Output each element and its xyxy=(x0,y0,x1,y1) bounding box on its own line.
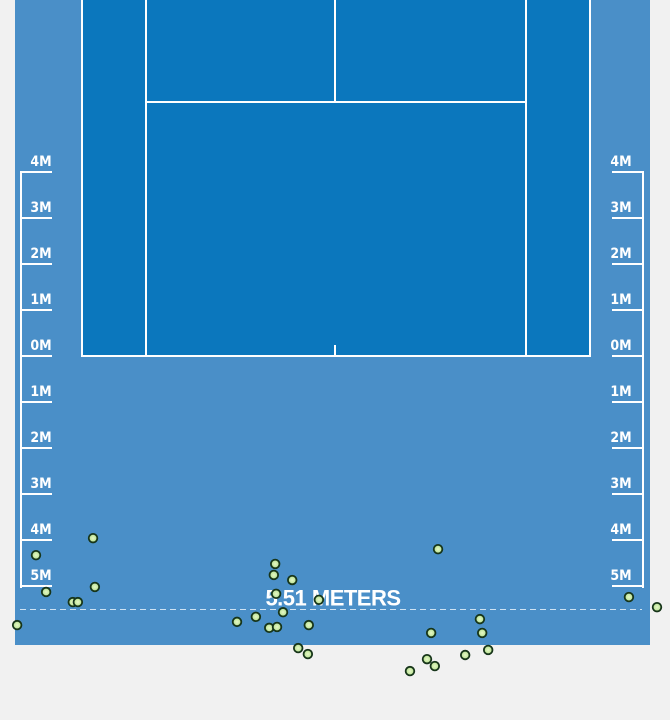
ball-point xyxy=(459,649,471,661)
ball-point xyxy=(425,627,437,639)
ruler-left-label: 1M xyxy=(30,384,51,400)
ball-point xyxy=(72,596,84,608)
ball-point xyxy=(271,621,283,633)
ruler-left-label: 1M xyxy=(30,292,51,308)
ball-point xyxy=(30,549,42,561)
depth-rulers: 4M 4M 3M 3M 2M 2M 1M 1M 0M 0M 1M 1M 2M 2M 3M 3M 4M 4M 5M 5M xyxy=(20,154,644,588)
ruler-left-label: 0M xyxy=(30,338,51,354)
ruler-right-label: 1M xyxy=(610,292,631,308)
ball-point xyxy=(270,558,281,570)
ball-points xyxy=(11,532,663,677)
ball-point xyxy=(293,642,304,654)
ruler-right-label: 4M xyxy=(610,154,631,170)
ruler-right-label: 3M xyxy=(610,200,631,216)
ball-point xyxy=(270,588,282,600)
ball-point xyxy=(651,601,663,613)
ball-point xyxy=(482,644,494,656)
ball-point xyxy=(89,581,101,593)
ball-point xyxy=(11,619,23,631)
ruler-left-label: 4M xyxy=(30,522,51,538)
ball-point xyxy=(429,660,441,672)
ball-point xyxy=(404,665,416,677)
ruler-right-label: 2M xyxy=(610,246,631,262)
ball-point xyxy=(87,532,99,544)
ruler-right-label: 3M xyxy=(610,476,631,492)
ball-point xyxy=(474,613,486,625)
ball-point xyxy=(303,619,314,631)
ruler-left-label: 2M xyxy=(30,430,51,446)
average-depth-label: 5.51 METERS xyxy=(265,585,400,610)
ruler-left-label: 3M xyxy=(30,476,51,492)
ruler-right-label: 2M xyxy=(610,430,631,446)
ball-point xyxy=(623,591,635,603)
ruler-right-label: 5M xyxy=(610,568,631,584)
ball-point xyxy=(287,574,298,586)
ball-point xyxy=(268,569,280,581)
ball-point xyxy=(313,594,325,606)
ball-point xyxy=(421,653,433,665)
ball-point xyxy=(302,648,314,660)
ruler-right-label: 0M xyxy=(610,338,631,354)
ruler-left-label: 3M xyxy=(30,200,51,216)
ball-point xyxy=(277,607,289,618)
ruler-left-label: 4M xyxy=(30,154,51,170)
ruler-right-label: 4M xyxy=(610,522,631,538)
ball-point xyxy=(250,611,262,623)
ball-point xyxy=(40,586,52,598)
ball-point xyxy=(477,627,488,639)
ball-point xyxy=(432,544,444,555)
ruler-left-label: 5M xyxy=(30,568,51,584)
ball-point xyxy=(231,616,243,628)
ruler-left-label: 2M xyxy=(30,246,51,262)
ruler-right-label: 1M xyxy=(610,384,631,400)
